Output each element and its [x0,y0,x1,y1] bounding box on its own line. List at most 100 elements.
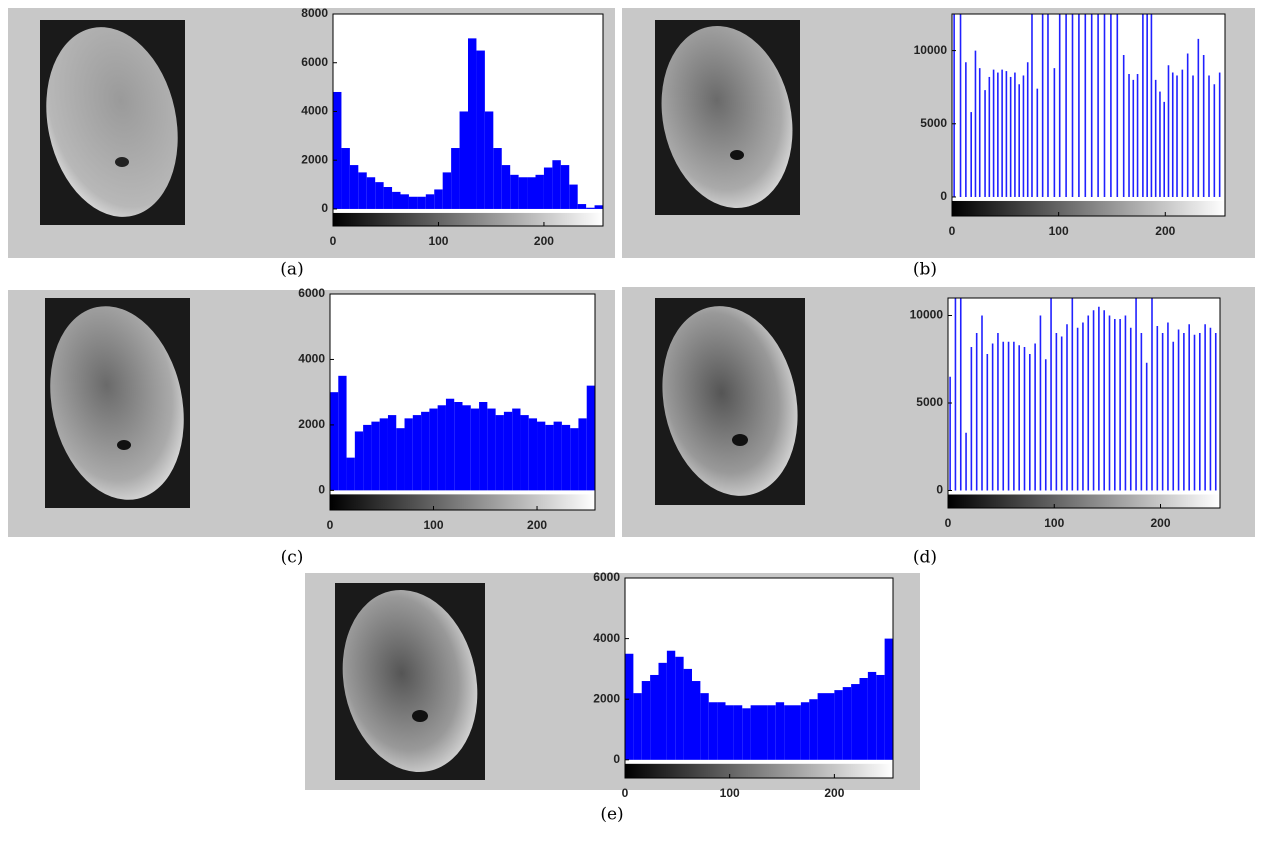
histogram-bar [784,705,793,760]
histogram-bar [442,172,452,209]
histogram-bar [341,148,350,209]
histogram-bar [809,699,818,760]
histogram-bar [510,174,519,209]
histogram-bar [842,687,852,760]
histogram-bar [366,177,376,209]
histogram-bar [412,415,422,491]
histogram-bar [396,428,405,491]
histogram-bar [363,424,372,491]
histogram-bar [476,50,485,209]
colorbar [330,494,595,510]
histogram-bar [658,662,667,760]
panel-caption: (b) [913,260,937,280]
histogram-bar [625,653,634,760]
histogram-bar [650,674,659,760]
histogram-bar [775,702,785,760]
y-tick-label: 2000 [301,152,328,166]
histogram-bar [545,424,554,491]
histogram-bar [429,408,438,491]
histogram-bar [387,415,397,491]
y-tick-label: 2000 [298,417,325,431]
y-tick-label: 0 [936,483,943,497]
histogram-bar [417,196,426,209]
y-tick-label: 0 [613,752,620,766]
y-tick-label: 4000 [301,104,328,118]
y-tick-label: 6000 [593,570,620,584]
histogram-bar [535,174,544,209]
y-tick-label: 0 [318,483,325,497]
histogram-bar [586,207,595,209]
histogram-bar [666,650,676,760]
histogram-bar [451,148,460,209]
histogram-bar [594,205,603,209]
panel-caption: (c) [281,548,304,568]
y-tick-label: 10000 [914,43,948,57]
x-tick-label: 100 [424,518,444,532]
plot-frame [332,13,604,227]
x-tick-label: 0 [949,224,956,238]
y-tick-label: 10000 [910,308,944,322]
histogram-bar [570,428,579,491]
histogram-bar [683,668,692,760]
histogram-bar [577,204,587,209]
histogram-bar [553,421,562,491]
histogram-bar [578,418,587,491]
histogram-bar [742,708,751,760]
y-tick-label: 8000 [301,6,328,20]
histogram-bar [717,702,726,760]
histogram-bar [484,111,494,209]
x-tick-label: 100 [1044,516,1064,530]
y-tick-label: 0 [321,201,328,215]
x-tick-label: 200 [1150,516,1170,530]
histogram-bar [503,411,513,491]
histogram-bar [675,656,684,760]
histogram-bar [425,194,435,209]
y-tick-label: 6000 [301,55,328,69]
histogram-chart: 0 2000 4000 6000 8000 0 100 200 [301,6,604,248]
histogram-bar [826,693,835,760]
histogram-bar [543,167,553,209]
histogram-bar [462,405,471,491]
histogram-bar [421,411,430,491]
histogram-bar [817,693,826,760]
histogram-chart: 0 5000 10000 0 100 200 [910,297,1221,530]
histogram-bar [512,408,521,491]
histogram-bar [586,385,595,491]
histogram-bar [330,392,339,491]
x-tick-label: 100 [428,234,448,248]
x-tick-label: 200 [527,518,547,532]
histogram-bar [434,189,443,209]
histogram-bar [454,402,463,491]
histogram-bar [408,196,418,209]
histogram-bar [750,705,759,760]
histogram-bar [700,693,709,760]
histogram-bar [437,405,446,491]
x-tick-label: 0 [945,516,952,530]
y-tick-label: 5000 [920,116,947,130]
histogram-bar [358,172,367,209]
x-tick-label: 0 [327,518,334,532]
histogram-bar [338,375,347,491]
histogram-bar [537,421,546,491]
histogram-bar [767,705,776,760]
histogram-bar [641,681,651,760]
histogram-bar [569,184,578,209]
histogram-bar [560,165,570,209]
histogram-bar [479,402,488,491]
histogram-bar [792,705,801,760]
histogram-bar [759,705,768,760]
histogram-bar [552,160,561,209]
histogram-bar [633,693,642,760]
histogram-bar [834,690,843,760]
y-tick-label: 5000 [916,395,943,409]
histogram-bar [518,177,528,209]
histogram-bar [501,165,511,209]
histogram-bar [383,187,393,209]
colorbar [948,494,1220,508]
histogram-bar [459,111,468,209]
x-tick-label: 0 [330,234,337,248]
histogram-bar [495,415,504,491]
histogram-bar [876,674,885,760]
histogram-bar [493,148,502,209]
